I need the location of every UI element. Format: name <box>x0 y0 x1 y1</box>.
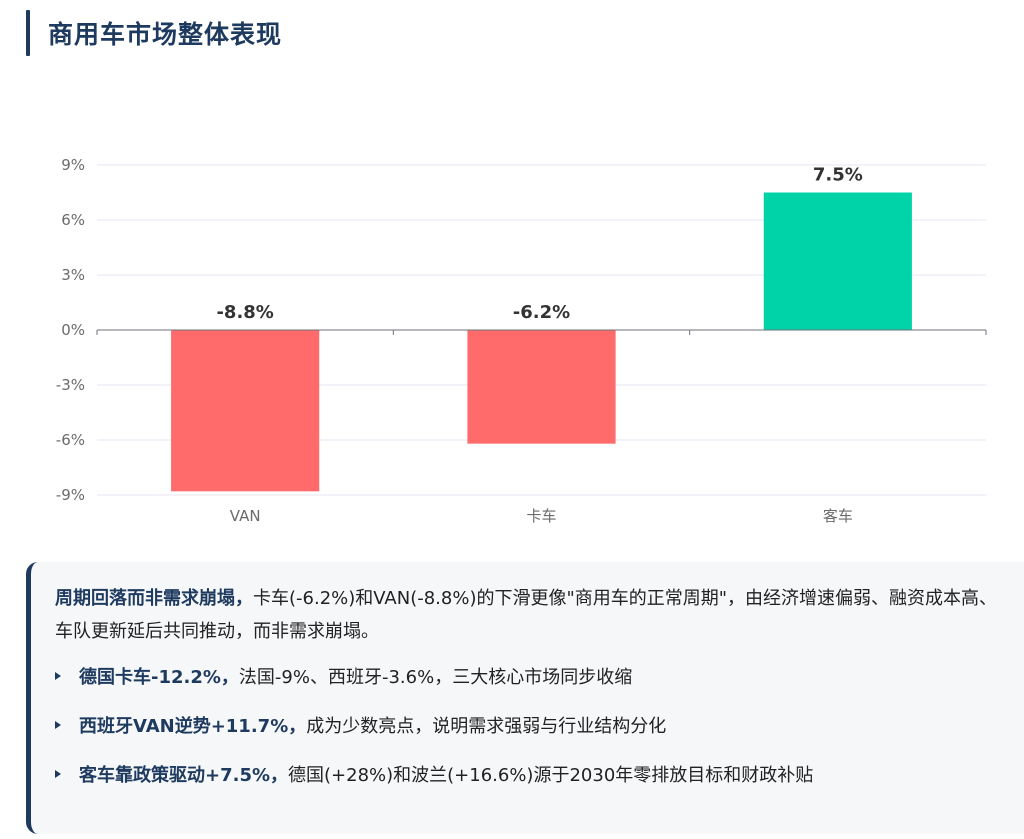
summary-point-bold: 德国卡车-12.2%， <box>79 666 239 688</box>
triangle-bullet-icon <box>55 671 61 680</box>
summary-point-bold: 客车靠政策驱动+7.5%， <box>79 764 289 786</box>
bars <box>171 192 912 492</box>
data-label: 7.5% <box>813 165 863 186</box>
summary-point: 西班牙VAN逆势+11.7%， 成为少数亮点，说明需求强弱与行业结构分化 <box>55 711 1002 738</box>
summary-point: 客车靠政策驱动+7.5%， 德国(+28%)和波兰(+16.6%)源于2030年零… <box>55 760 1002 787</box>
summary-panel: 周期回落而非需求崩塌，卡车(-6.2%)和VAN(-8.8%)的下滑更像"商用车… <box>26 562 1024 834</box>
x-tick-label: 客车 <box>823 507 853 525</box>
x-tick-label: VAN <box>230 507 261 525</box>
y-tick-label: -3% <box>56 376 85 394</box>
summary-intro-bold: 周期回落而非需求崩塌， <box>55 588 253 609</box>
y-tick-label: 0% <box>61 321 85 339</box>
bar-2 <box>763 192 912 330</box>
summary-point-text: 法国-9%、西班牙-3.6%，三大核心市场同步收缩 <box>238 666 633 688</box>
data-label: -8.8% <box>216 302 273 323</box>
page-header: 商用车市场整体表现 <box>26 10 282 56</box>
y-tick-label: 6% <box>61 211 85 229</box>
summary-point-bold: 西班牙VAN逆势+11.7%， <box>79 715 307 737</box>
summary-point: 德国卡车-12.2%， 法国-9%、西班牙-3.6%，三大核心市场同步收缩 <box>55 662 1002 689</box>
triangle-bullet-icon <box>55 720 61 729</box>
title-accent-bar <box>26 10 30 56</box>
y-tick-label: 3% <box>61 266 85 284</box>
page-title: 商用车市场整体表现 <box>48 20 283 49</box>
y-tick-label: 9% <box>61 156 85 174</box>
bar-0 <box>171 330 320 492</box>
labels: 9% 6% 3% 0% -3% -6% -9% -8.8% VAN -6.2% 卡车 7.5% 客车 <box>56 156 863 525</box>
summary-points: 德国卡车-12.2%， 法国-9%、西班牙-3.6%，三大核心市场同步收缩 西班牙… <box>55 662 1002 787</box>
axes <box>96 329 987 335</box>
summary-intro: 周期回落而非需求崩塌，卡车(-6.2%)和VAN(-8.8%)的下滑更像"商用车… <box>55 582 1002 648</box>
y-tick-label: -6% <box>56 431 85 449</box>
data-label: -6.2% <box>513 302 570 323</box>
bar-chart: 9% 6% 3% 0% -3% -6% -9% -8.8% VAN -6.2% 卡车 7.5% 客车 <box>56 156 987 525</box>
x-tick-label: 卡车 <box>526 507 556 525</box>
summary-intro-text: 卡车(-6.2%)和VAN(-8.8%)的下滑更像"商用车的正常周期"，由经济增… <box>55 588 998 642</box>
summary-point-text: 成为少数亮点，说明需求强弱与行业结构分化 <box>306 715 667 737</box>
summary-point-text: 德国(+28%)和波兰(+16.6%)源于2030年零排放目标和财政补贴 <box>288 764 814 786</box>
triangle-bullet-icon <box>55 769 61 778</box>
y-tick-label: -9% <box>56 486 85 504</box>
bar-1 <box>467 330 616 444</box>
